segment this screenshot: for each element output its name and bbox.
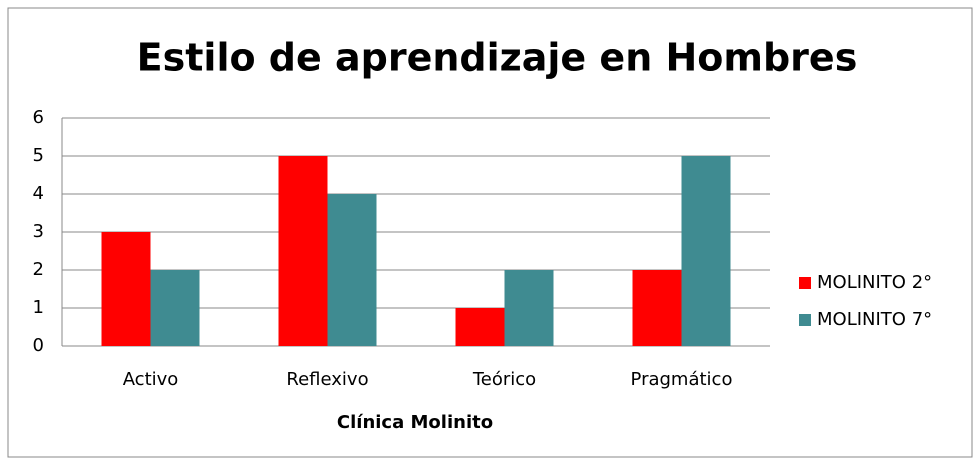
x-tick-label: Reflexivo [286, 369, 368, 390]
x-axis-label: Clínica Molinito [337, 412, 493, 433]
legend-swatch [799, 314, 811, 326]
bar [632, 270, 682, 346]
y-tick-label: 5 [33, 145, 44, 166]
legend-label: MOLINITO 2° [817, 272, 932, 293]
y-tick-label: 4 [33, 183, 44, 204]
y-tick-label: 2 [33, 259, 44, 280]
bar [455, 308, 505, 346]
chart-title: Estilo de aprendizaje en Hombres [137, 36, 858, 80]
legend-swatch [799, 277, 811, 289]
legend-label: MOLINITO 7° [817, 309, 932, 330]
x-tick-label: Pragmático [631, 369, 733, 390]
y-tick-label: 1 [33, 297, 44, 318]
bar [150, 270, 200, 346]
y-tick-label: 0 [33, 335, 44, 356]
bar [101, 232, 151, 346]
bar [278, 156, 328, 346]
y-tick-label: 3 [33, 221, 44, 242]
bar [327, 194, 377, 346]
x-tick-label: Activo [123, 369, 179, 390]
x-tick-label: Teórico [472, 369, 536, 390]
y-tick-label: 6 [33, 107, 44, 128]
bar [681, 156, 731, 346]
bar [504, 270, 554, 346]
